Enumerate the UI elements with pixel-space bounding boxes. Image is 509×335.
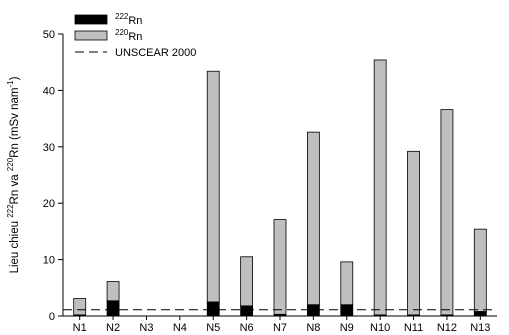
legend-mass-number: 220 <box>115 28 129 37</box>
y-tick-label: 50 <box>43 29 55 41</box>
bar-rn220-n12 <box>440 109 454 316</box>
y-label-text: Rn va <box>9 171 21 204</box>
x-tick-label-n5: N5 <box>206 322 220 334</box>
y-label-text: ) <box>9 76 21 80</box>
bar-rn220-n11 <box>407 150 420 316</box>
legend-label-1: 220Rn <box>115 28 142 43</box>
x-axis-labels: N1 N2 N3 N4 N5 N6 N7 N8 N9 N10 N11 N12 N13 <box>73 316 490 334</box>
bar-rn222-n6 <box>240 305 254 317</box>
y-axis-label: Lieu chieu 222Rn va 220Rn (mSv nam-1) <box>6 76 21 273</box>
legend-symbol: Rn <box>128 31 142 43</box>
legend-symbol: Rn <box>128 15 142 27</box>
bar-rn222-n8 <box>306 304 320 317</box>
y-axis-ticks: 0 10 20 30 40 50 <box>43 29 63 323</box>
y-label-superscript: 220 <box>6 157 15 171</box>
legend-swatch-rn220 <box>74 30 108 41</box>
bar-rn222-n13 <box>473 311 487 317</box>
bar-rn220-n6 <box>240 256 254 307</box>
y-label-text: Rn (mSv nam <box>9 88 21 158</box>
x-tick-label-n13: N13 <box>470 322 490 334</box>
legend-mass-number: 222 <box>115 12 129 21</box>
bar-rn220-n13 <box>473 228 487 312</box>
x-tick-label-n6: N6 <box>240 322 254 334</box>
bar-rn220-n8 <box>306 131 320 306</box>
bar-rn222-n2 <box>106 300 120 317</box>
x-tick-label-n7: N7 <box>273 322 287 334</box>
x-tick-label-n9: N9 <box>340 322 354 334</box>
x-tick-label-n11: N11 <box>404 322 423 334</box>
x-tick-label-n2: N2 <box>106 322 120 334</box>
bar-rn220-n2 <box>106 281 120 302</box>
bar-rn222-n5 <box>206 301 220 317</box>
x-tick-label-n10: N10 <box>370 322 390 334</box>
bar-rn220-n10 <box>373 59 387 316</box>
y-label-text: Lieu chieu <box>9 218 21 274</box>
y-tick-label: 20 <box>43 198 55 210</box>
y-tick-label: 30 <box>43 142 55 154</box>
legend-swatch-rn222 <box>74 14 108 25</box>
bar-rn220-n1 <box>73 298 87 316</box>
y-tick-label: 0 <box>49 311 55 323</box>
bars <box>73 59 487 317</box>
bar-rn220-n5 <box>206 70 220 303</box>
x-tick-label-n1: N1 <box>73 322 87 334</box>
x-tick-label-n3: N3 <box>139 322 153 334</box>
legend-label-unscear: UNSCEAR 2000 <box>115 47 196 59</box>
y-tick-label: 10 <box>43 255 55 267</box>
y-tick-label: 40 <box>43 85 55 97</box>
x-tick-label-n8: N8 <box>306 322 320 334</box>
legend-label-0: 222Rn <box>115 12 142 27</box>
x-tick-label-n12: N12 <box>437 322 457 334</box>
bar-rn222-n9 <box>340 304 354 317</box>
y-label-superscript: 222 <box>6 204 15 218</box>
bar-rn220-n7 <box>273 219 287 315</box>
bar-rn220-n9 <box>340 261 354 306</box>
x-tick-label-n4: N4 <box>173 322 187 334</box>
y-label-superscript: -1 <box>6 80 15 88</box>
